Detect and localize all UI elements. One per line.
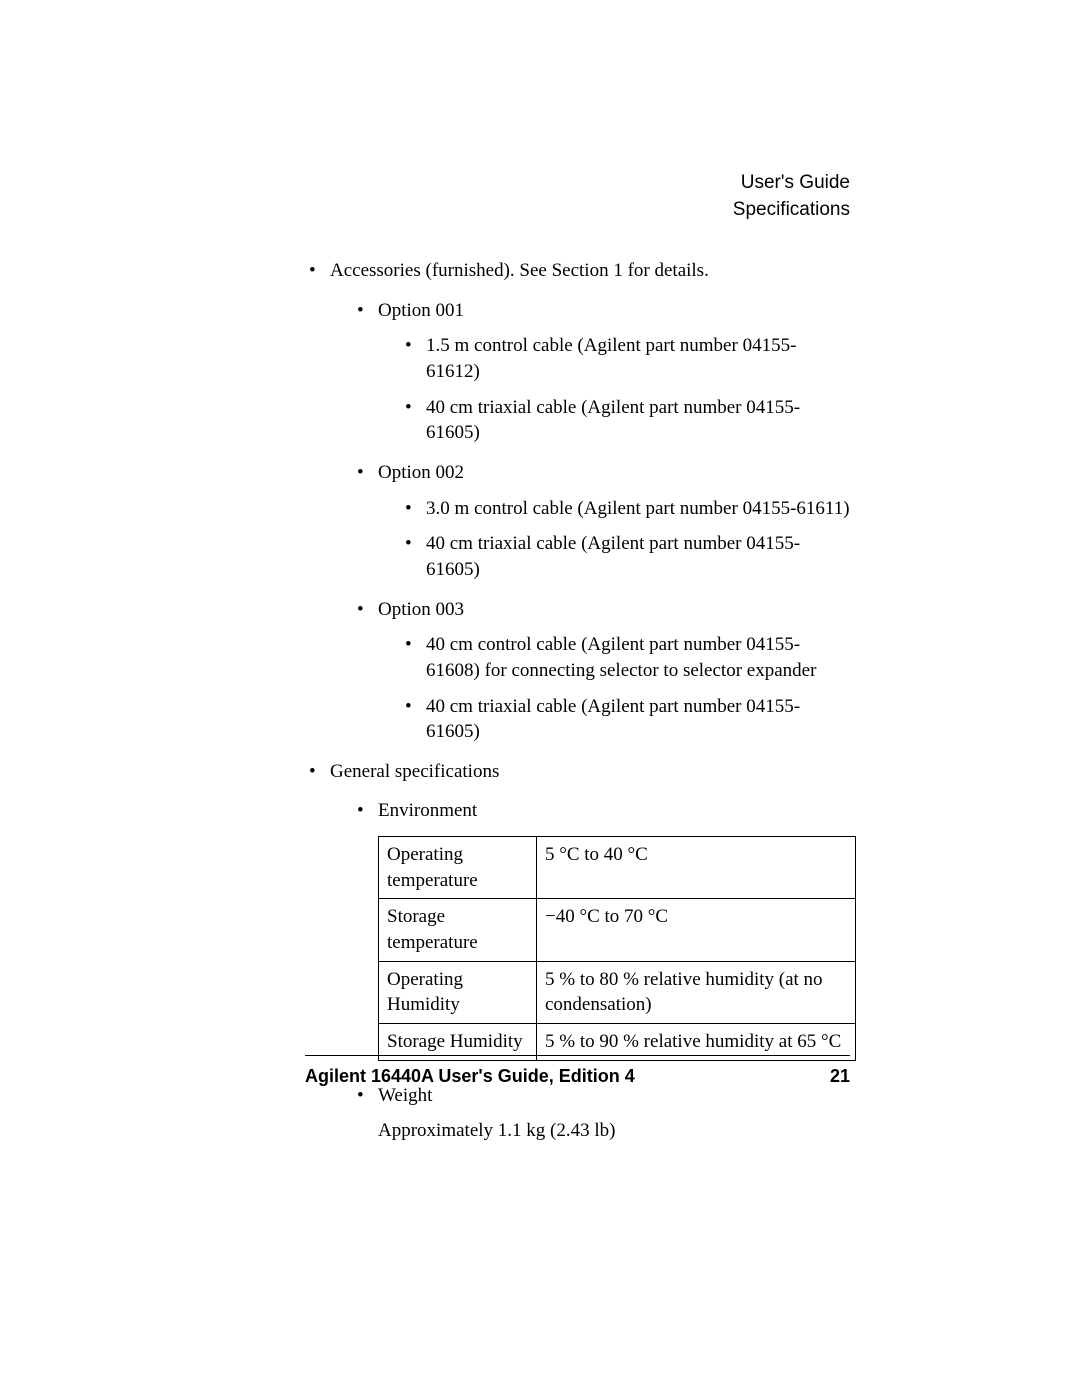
env-label: Storage temperature [379,899,537,961]
option-001-label: Option 001 [378,300,464,321]
accessories-title: Accessories (furnished). See Section 1 f… [330,260,709,281]
options-list: Option 001 1.5 m control cable (Agilent … [353,298,850,745]
main-list: Accessories (furnished). See Section 1 f… [305,258,850,1144]
footer-title: Agilent 16440A User's Guide, Edition 4 [305,1066,635,1087]
general-specs-title: General specifications [330,761,499,782]
env-label: Operating Humidity [379,961,537,1023]
environment-item: Environment Operating temperature 5 °C t… [353,798,850,1060]
option-001-items: 1.5 m control cable (Agilent part number… [401,333,850,446]
option-001: Option 001 1.5 m control cable (Agilent … [353,298,850,446]
env-label: Operating temperature [379,837,537,899]
list-item: 3.0 m control cable (Agilent part number… [401,496,850,522]
table-row: Operating Humidity 5 % to 80 % relative … [379,961,856,1023]
env-value: 5 °C to 40 °C [537,837,856,899]
list-item: 40 cm triaxial cable (Agilent part numbe… [401,694,850,745]
page-footer: Agilent 16440A User's Guide, Edition 4 2… [305,1055,850,1087]
list-item: 40 cm control cable (Agilent part number… [401,632,850,683]
option-002: Option 002 3.0 m control cable (Agilent … [353,460,850,583]
option-003-label: Option 003 [378,599,464,620]
header-line1: User's Guide [305,170,850,197]
env-value: −40 °C to 70 °C [537,899,856,961]
environment-label: Environment [378,800,477,821]
option-003: Option 003 40 cm control cable (Agilent … [353,597,850,745]
option-002-label: Option 002 [378,462,464,483]
general-sublist: Environment Operating temperature 5 °C t… [353,798,850,1143]
table-row: Storage temperature −40 °C to 70 °C [379,899,856,961]
table-row: Operating temperature 5 °C to 40 °C [379,837,856,899]
option-002-items: 3.0 m control cable (Agilent part number… [401,496,850,583]
weight-item: Weight Approximately 1.1 kg (2.43 lb) [353,1083,850,1144]
weight-label: Weight [378,1085,432,1106]
weight-value: Approximately 1.1 kg (2.43 lb) [378,1118,850,1144]
page-header: User's Guide Specifications [305,170,850,223]
environment-table: Operating temperature 5 °C to 40 °C Stor… [378,836,856,1060]
footer-divider [305,1055,850,1056]
page-number: 21 [830,1066,850,1087]
list-item: 40 cm triaxial cable (Agilent part numbe… [401,395,850,446]
option-003-items: 40 cm control cable (Agilent part number… [401,632,850,745]
header-line2: Specifications [305,197,850,224]
list-item: 40 cm triaxial cable (Agilent part numbe… [401,531,850,582]
accessories-item: Accessories (furnished). See Section 1 f… [305,258,850,745]
env-value: 5 % to 80 % relative humidity (at no con… [537,961,856,1023]
list-item: 1.5 m control cable (Agilent part number… [401,333,850,384]
